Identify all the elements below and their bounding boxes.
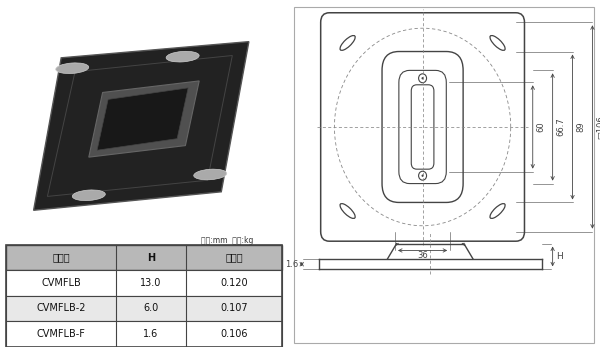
Text: H: H (556, 252, 563, 261)
Text: 66.7: 66.7 (556, 118, 565, 136)
Text: 60: 60 (536, 122, 545, 132)
Circle shape (422, 77, 424, 79)
Text: CVMFLB-2: CVMFLB-2 (37, 303, 86, 313)
Text: 89: 89 (576, 122, 585, 132)
Circle shape (422, 175, 424, 177)
Ellipse shape (194, 169, 227, 180)
Text: CVMFLB-F: CVMFLB-F (37, 329, 86, 339)
Bar (6, 296, 283, 321)
Polygon shape (34, 42, 249, 210)
Text: 36: 36 (417, 251, 428, 260)
Bar (6, 321, 283, 346)
Text: 寸法:mm  重量:kg: 寸法:mm 重量:kg (202, 236, 254, 245)
Text: 1.6: 1.6 (143, 329, 158, 339)
Ellipse shape (72, 190, 106, 201)
Text: 0.107: 0.107 (220, 303, 248, 313)
Text: H: H (147, 253, 155, 262)
Text: 13.0: 13.0 (140, 278, 161, 288)
Polygon shape (89, 81, 199, 157)
Bar (6, 245, 283, 270)
Text: 0.106: 0.106 (220, 329, 248, 339)
Polygon shape (97, 88, 188, 150)
Bar (6, 245, 283, 346)
Text: 0.120: 0.120 (220, 278, 248, 288)
Text: 重　量: 重 量 (225, 253, 243, 262)
Text: 品　番: 品 番 (52, 253, 70, 262)
Text: □106: □106 (596, 115, 600, 139)
Bar (6, 270, 283, 296)
Ellipse shape (166, 51, 199, 62)
Ellipse shape (56, 63, 89, 74)
Text: CVMFLB: CVMFLB (41, 278, 81, 288)
Text: 1.6: 1.6 (286, 260, 299, 269)
Text: 6.0: 6.0 (143, 303, 158, 313)
